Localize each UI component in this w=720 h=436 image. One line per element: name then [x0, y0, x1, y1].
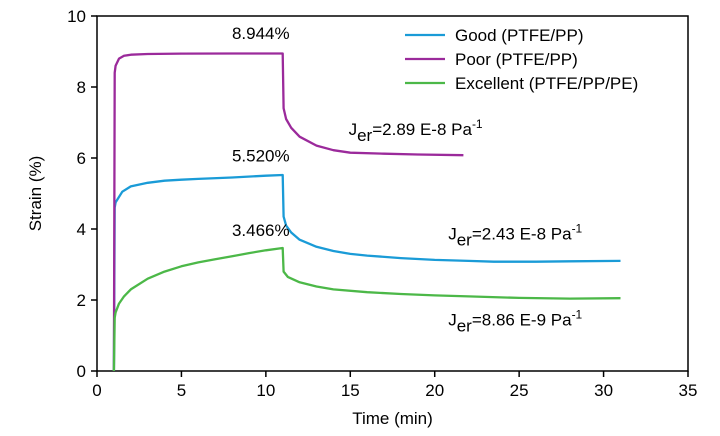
- series-lines: [112, 52, 621, 372]
- y-tick-label: 4: [77, 220, 86, 239]
- y-axis-title: Strain (%): [26, 156, 45, 232]
- annotation-0: 8.944%: [232, 24, 290, 43]
- x-tick-label: 10: [256, 381, 275, 400]
- legend-label-2: Excellent (PTFE/PP/PE): [455, 74, 638, 93]
- x-tick-label: 0: [92, 381, 101, 400]
- series-line-0: [112, 173, 621, 372]
- x-tick-label: 20: [425, 381, 444, 400]
- y-tick-label: 8: [77, 78, 86, 97]
- y-tick-label: 10: [67, 7, 86, 26]
- x-tick-label: 5: [177, 381, 186, 400]
- annotation-4: Jer=2.43 E-8 Pa-1: [448, 222, 582, 250]
- y-tick-label: 2: [77, 291, 86, 310]
- legend-label-1: Poor (PTFE/PP): [455, 50, 578, 69]
- x-tick-label: 15: [341, 381, 360, 400]
- y-tick-label: 0: [77, 362, 86, 381]
- legend-label-0: Good (PTFE/PP): [455, 26, 583, 45]
- annotation-3: Jer=2.89 E-8 Pa-1: [349, 117, 483, 145]
- annotation-1: 5.520%: [232, 147, 290, 166]
- series-line-2: [112, 246, 621, 372]
- plot-frame: [96, 15, 689, 372]
- annotation-2: 3.466%: [232, 221, 290, 240]
- x-tick-label: 25: [510, 381, 529, 400]
- axes: 0 5 10 15 20 25 30 35 0 2 4 6 8 10 Time (min) Strain (%…: [26, 7, 697, 428]
- legend: Good (PTFE/PP) Poor (PTFE/PP) Excellent (P…: [405, 26, 638, 93]
- series-line-1: [112, 52, 464, 372]
- x-tick-label: 30: [594, 381, 613, 400]
- annotation-5: Jer=8.86 E-9 Pa-1: [448, 308, 582, 336]
- x-axis-title: Time (min): [352, 409, 433, 428]
- annotations: 8.944% 5.520% 3.466% Jer=2.89 E-8 Pa-1 Jer=2…: [232, 24, 583, 335]
- y-tick-label: 6: [77, 149, 86, 168]
- x-tick-label: 35: [679, 381, 698, 400]
